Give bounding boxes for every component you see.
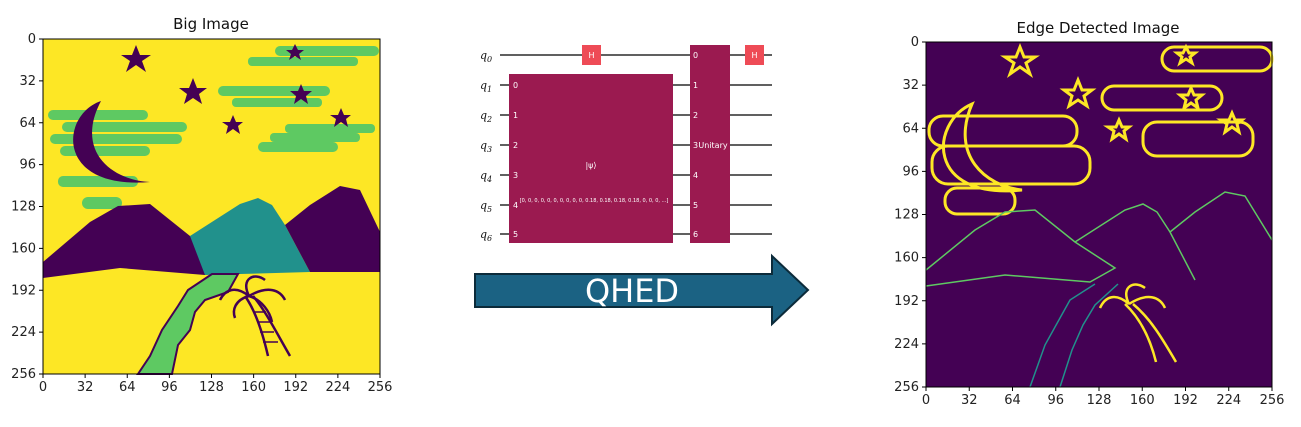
initialize-gate: |ψ⟩ [0, 0, 0, 0, 0, 0, 0, 0, 0, 0, 0.18,… (509, 74, 673, 243)
unitary-index: 3 (693, 141, 698, 150)
edge-image-y-tick-label: 192 (894, 294, 919, 309)
big-image-x-tick-label: 128 (199, 380, 224, 395)
mountain-left (43, 204, 230, 278)
big-image-x-tick-label: 96 (161, 380, 178, 395)
clouds (48, 46, 379, 209)
mountain-right (285, 186, 380, 272)
edge-mountain-lines (925, 191, 1273, 287)
big-image-y-tick-label: 64 (19, 116, 36, 131)
edge-star-outlines (1000, 42, 1247, 143)
qubit-label: q3 (480, 139, 492, 154)
big-image-x-tick-label: 192 (283, 380, 308, 395)
mountain-middle (190, 198, 310, 275)
edge-image-panel: Edge Detected Image (925, 19, 1274, 388)
big-image-title: Big Image (173, 15, 249, 33)
init-index: 5 (513, 230, 518, 239)
big-image-y-tick-label: 96 (19, 158, 36, 173)
h-gate-label: H (751, 51, 757, 60)
edge-image-x-tick-label: 96 (1047, 393, 1064, 408)
big-image-y-tick-label: 32 (19, 74, 36, 89)
big-image-x-tick-label: 256 (368, 380, 393, 395)
unitary-index: 1 (693, 81, 698, 90)
edge-image-y-tick-label: 256 (894, 380, 919, 395)
big-image-y-tick-label: 192 (11, 283, 36, 298)
unitary-index: 2 (693, 111, 698, 120)
qubit-label: q4 (480, 169, 492, 184)
unitary-index: 4 (693, 171, 698, 180)
edge-image-y-tick-label: 0 (911, 35, 919, 50)
edge-image-y-tick-label: 96 (902, 164, 919, 179)
edge-image-x-tick-label: 64 (1004, 393, 1021, 408)
big-image-x-tick-label: 160 (241, 380, 266, 395)
edge-image-y-tick-label: 128 (894, 208, 919, 223)
init-index: 2 (513, 141, 518, 150)
edge-river-outline (1029, 283, 1119, 388)
qubit-label: q2 (480, 109, 492, 124)
init-index: 1 (513, 111, 518, 120)
unitary-gate-label: Unitary (698, 141, 727, 150)
edge-moon-outline (942, 101, 1023, 193)
edge-image-x-tick-label: 224 (1216, 393, 1241, 408)
unitary-index: 5 (693, 201, 698, 210)
big-image-y-tick-label: 224 (11, 325, 36, 340)
qubit-label: q0 (480, 49, 492, 64)
edge-image-x-tick-label: 256 (1260, 393, 1285, 408)
edge-palm-outline (1098, 283, 1178, 363)
big-image-y-tick-label: 128 (11, 200, 36, 215)
big-image-x-tick-label: 224 (325, 380, 350, 395)
big-image-y-tick-label: 0 (28, 32, 36, 47)
initialize-gate-label: |ψ⟩ (585, 161, 596, 170)
unitary-gate: Unitary 0 1 2 3 4 5 6 (690, 45, 730, 243)
initialize-gate-params: [0, 0, 0, 0, 0, 0, 0, 0, 0, 0, 0.18, 0.1… (520, 198, 669, 204)
qubit-label: q1 (480, 79, 492, 94)
qubit-label: q6 (480, 228, 492, 243)
big-image-y-tick-label: 256 (11, 367, 36, 382)
edge-image-y-tick-label: 64 (902, 121, 919, 136)
big-image-x-tick-label: 64 (119, 380, 136, 395)
edge-cloud-outlines (927, 45, 1274, 216)
edge-image-y-tick-label: 32 (902, 78, 919, 93)
big-image-ticks: 0 32 64 96 128 160 192 224 256032649612816019222… (11, 32, 392, 395)
h-gate-last: H (745, 45, 764, 65)
edge-image-title: Edge Detected Image (1016, 19, 1179, 37)
big-image-panel: Big Image (42, 15, 381, 375)
edge-image-y-tick-label: 160 (894, 251, 919, 266)
big-image-x-tick-label: 0 (39, 380, 47, 395)
qhed-arrow-label: QHED (585, 272, 679, 310)
edge-image-y-tick-label: 224 (894, 337, 919, 352)
qubit-label: q5 (480, 199, 492, 214)
edge-image-x-tick-label: 128 (1087, 393, 1112, 408)
moon-shape (73, 101, 150, 183)
unitary-index: 0 (693, 51, 698, 60)
palm-trunk-rungs (255, 311, 278, 343)
init-index: 0 (513, 81, 518, 90)
quantum-circuit: q0 q1 q2 q3 q4 q5 q6 H H |ψ⟩ [0, 0, 0, 0… (480, 45, 772, 243)
qubit-labels: q0 q1 q2 q3 q4 q5 q6 (480, 49, 492, 243)
big-image-plot (42, 38, 381, 375)
h-gate-label: H (588, 51, 594, 60)
stars (121, 44, 351, 134)
unitary-index: 6 (693, 230, 698, 239)
edge-image-plot (925, 41, 1274, 388)
qhed-arrow: QHED (474, 253, 810, 327)
big-image-y-tick-label: 160 (11, 241, 36, 256)
edge-image-x-tick-label: 0 (922, 393, 930, 408)
h-gate-first: H (582, 45, 601, 65)
edge-image-ticks: 0 32 64 96 128 160 192 224 256032649612816019222… (894, 35, 1284, 408)
edge-image-x-tick-label: 32 (961, 393, 978, 408)
init-index: 3 (513, 171, 518, 180)
init-index: 4 (513, 201, 518, 210)
edge-image-x-tick-label: 192 (1173, 393, 1198, 408)
edge-image-x-tick-label: 160 (1130, 393, 1155, 408)
big-image-x-tick-label: 32 (77, 380, 94, 395)
